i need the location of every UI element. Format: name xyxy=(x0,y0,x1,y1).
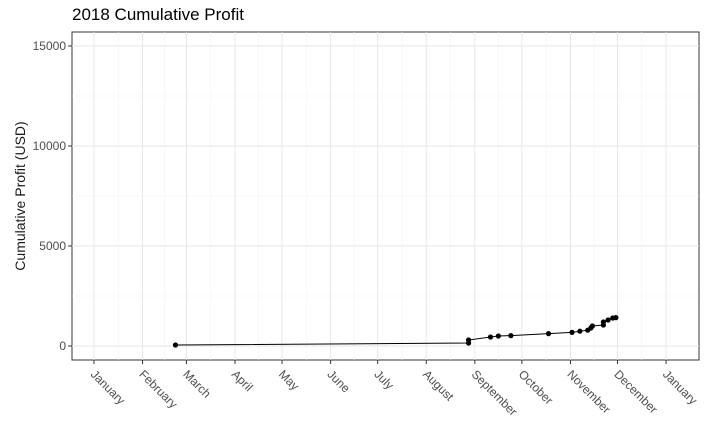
data-point xyxy=(545,331,552,337)
x-tick-label: January xyxy=(88,367,128,407)
x-tick-label: December xyxy=(611,367,660,416)
data-point xyxy=(495,333,501,339)
data-point xyxy=(577,328,583,334)
data-point xyxy=(605,317,611,323)
x-tick-label: November xyxy=(564,367,613,416)
x-tick-label: January xyxy=(660,367,700,407)
x-tick-label: April xyxy=(229,367,256,394)
x-tick-label: September xyxy=(469,367,520,418)
y-tick-label: 10000 xyxy=(33,139,67,153)
data-point xyxy=(465,337,472,343)
x-tick-label: August xyxy=(420,367,457,404)
x-tick-label: February xyxy=(136,367,180,411)
series-layer xyxy=(172,315,619,348)
x-tick-label: May xyxy=(276,367,302,393)
y-tick-label: 5000 xyxy=(39,239,66,253)
data-point xyxy=(589,323,596,329)
data-point xyxy=(569,329,575,335)
data-point xyxy=(172,342,179,348)
chart-title: 2018 Cumulative Profit xyxy=(72,5,244,24)
grid-layer xyxy=(72,32,699,360)
data-point xyxy=(613,315,619,321)
data-point xyxy=(508,333,514,339)
y-tick-label: 0 xyxy=(59,339,66,353)
data-point xyxy=(600,319,606,325)
y-axis-title: Cumulative Profit (USD) xyxy=(12,121,28,270)
y-tick-label: 15000 xyxy=(33,39,67,53)
x-tick-label: October xyxy=(516,367,556,407)
data-point xyxy=(487,334,494,340)
x-tick-label: March xyxy=(180,367,213,400)
x-tick-label: June xyxy=(325,367,354,396)
x-tick-label: July xyxy=(372,367,397,392)
